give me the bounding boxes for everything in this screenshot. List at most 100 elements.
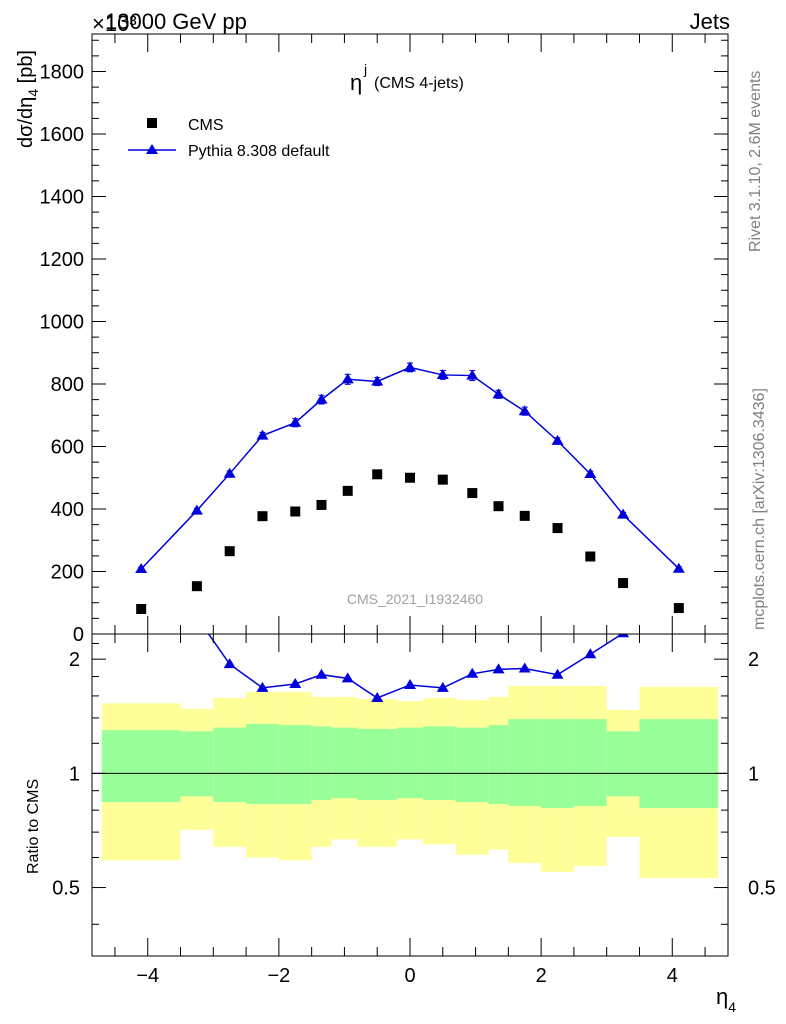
rivet-label: Rivet 3.1.10, 2.6M events xyxy=(747,71,764,252)
ratio-panel: 0.5 0.51 12 2 −4 −2 0 2 4 Ratio to CMS η4 xyxy=(25,611,776,1015)
ylabel-unit: [pb] xyxy=(15,50,37,89)
ratio-frame xyxy=(91,633,729,957)
ratio-xlabel: η4 xyxy=(716,984,736,1015)
cms-data-point xyxy=(405,472,415,483)
legend-pythia-marker xyxy=(146,144,158,154)
ratio-pythia-point xyxy=(223,658,236,669)
ratio-band-inner xyxy=(101,730,181,803)
svg-text:dσ/dη4 [pb]: dσ/dη4 [pb] xyxy=(15,50,41,148)
main-ytick-label: 200 xyxy=(51,562,84,584)
watermark: CMS_2021_I1932460 xyxy=(347,591,483,607)
ratio-band-inner xyxy=(246,723,279,805)
pythia-series-line xyxy=(140,366,680,570)
ratio-ytick-label-right: 2 xyxy=(748,649,759,671)
ratio-xtick-label: 0 xyxy=(404,965,415,987)
pythia-data-point xyxy=(315,393,328,404)
ratio-pythia-point xyxy=(492,663,505,674)
process-label: Jets xyxy=(690,9,730,34)
cms-data-point xyxy=(316,499,327,510)
ratio-pythia-point xyxy=(289,678,302,689)
pythia-markers xyxy=(135,361,685,573)
ratio-band-inner xyxy=(180,731,214,797)
main-ytick-label: 1000 xyxy=(40,312,85,334)
ratio-ytick-label-right: 0.5 xyxy=(748,878,776,900)
ratio-axis-ticks xyxy=(92,634,728,956)
cms-data-point xyxy=(673,603,684,614)
exponent-label: ×10³ xyxy=(92,11,137,36)
title-superscript: j xyxy=(363,61,367,77)
ratio-band-inner xyxy=(573,719,607,807)
ratio-pythia-point xyxy=(315,668,328,679)
ratio-pythia-point xyxy=(617,634,630,638)
ratio-band-inner xyxy=(331,727,358,799)
ratio-pythia-point xyxy=(404,678,416,689)
cms-data-point xyxy=(552,523,563,534)
pythia-data-point xyxy=(617,508,630,519)
svg-text:η4: η4 xyxy=(716,984,736,1015)
ratio-pythia-point xyxy=(191,611,203,621)
pythia-data-point xyxy=(223,467,236,478)
cms-data-point xyxy=(618,578,629,589)
pythia-data-point xyxy=(466,369,479,380)
legend: CMS Pythia 8.308 default xyxy=(128,117,330,160)
ratio-pythia-markers xyxy=(191,611,630,702)
ratio-pythia-point xyxy=(551,668,564,679)
main-ytick-label: 1600 xyxy=(40,124,85,146)
pythia-error-bars xyxy=(138,362,682,572)
ratio-xtick-label: −2 xyxy=(267,965,290,987)
ratio-pythia-point xyxy=(256,681,269,692)
cms-data-point xyxy=(437,474,448,485)
main-ytick-label: 0 xyxy=(73,624,84,646)
cms-data-point xyxy=(257,511,268,522)
pythia-data-point xyxy=(518,405,531,416)
ratio-band-inner xyxy=(357,728,397,801)
cms-data-point xyxy=(342,485,353,496)
cms-data-point xyxy=(585,551,596,562)
ratio-ytick-label: 0.5 xyxy=(52,878,80,900)
cms-data-point xyxy=(372,469,383,480)
ylabel-sub: 4 xyxy=(25,89,41,97)
ratio-uncertainty-bands xyxy=(101,685,719,878)
main-ytick-labels: 0 200 400 600 800 1000 1200 1400 1600 1800 xyxy=(40,62,85,647)
plot-title: η j (CMS 4-jets) xyxy=(350,61,464,95)
legend-cms-marker xyxy=(147,118,157,128)
cms-data-point xyxy=(467,488,478,499)
pythia-data-point xyxy=(672,562,685,573)
pythia-data-point xyxy=(584,468,597,478)
cms-data-point xyxy=(519,510,530,521)
cms-data-point xyxy=(224,546,235,557)
pythia-data-point xyxy=(404,361,416,372)
main-ytick-label: 1200 xyxy=(40,249,85,271)
main-ytick-label: 400 xyxy=(51,499,84,521)
cms-data-point xyxy=(191,581,202,592)
main-axis-ticks xyxy=(92,34,728,635)
pythia-data-point xyxy=(436,368,449,379)
ratio-ytick-label-right: 1 xyxy=(748,763,759,785)
main-ytick-label: 600 xyxy=(51,437,84,459)
ratio-xtick-label: 4 xyxy=(667,965,678,987)
legend-pythia-label: Pythia 8.308 default xyxy=(188,143,330,160)
ratio-band-inner xyxy=(606,731,640,797)
cms-markers xyxy=(136,469,684,614)
ratio-band-inner xyxy=(541,719,574,809)
ratio-pythia-point xyxy=(371,691,384,702)
main-panel: 0 200 400 600 800 1000 1200 1400 1600 1800 CMS_20… xyxy=(15,33,729,647)
cms-data-point xyxy=(290,506,301,517)
pythia-data-point xyxy=(341,373,354,384)
cms-data-point xyxy=(493,501,504,512)
ratio-band-inner xyxy=(639,719,719,809)
ratio-pythia-point xyxy=(436,681,449,692)
ratio-band-inner xyxy=(508,719,542,807)
ratio-ytick-labels: 0.5 0.5 1 1 2 2 xyxy=(52,649,776,899)
ratio-ytick-label: 2 xyxy=(69,649,80,671)
ratio-pythia-point xyxy=(584,648,597,659)
pythia-data-point xyxy=(289,416,302,427)
ratio-xtick-label: −4 xyxy=(136,965,159,987)
ylabel-main: dσ/dη xyxy=(15,97,37,148)
pythia-data-point xyxy=(135,563,148,573)
ratio-band-inner xyxy=(278,725,312,805)
ratio-xtick-labels: −4 −2 0 2 4 xyxy=(136,965,678,987)
ratio-ytick-label: 1 xyxy=(69,763,80,785)
pythia-data-point xyxy=(492,388,505,399)
